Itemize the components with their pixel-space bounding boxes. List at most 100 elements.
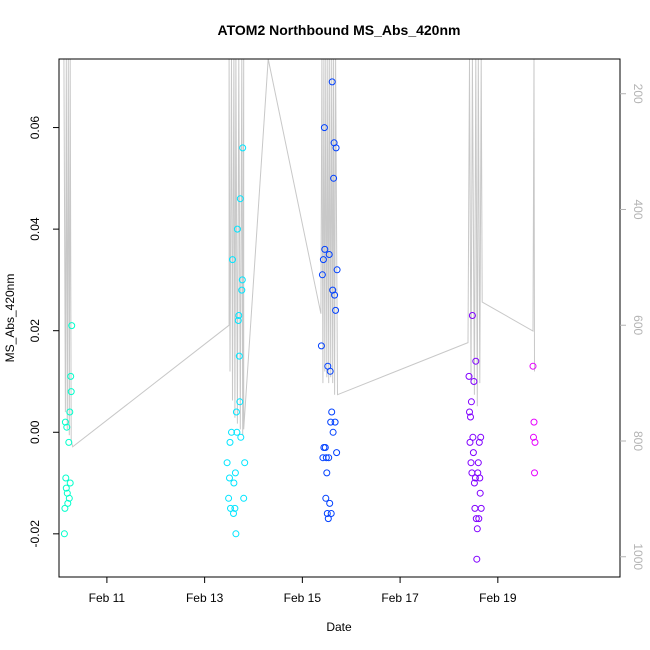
data-point bbox=[332, 306, 340, 314]
data-point bbox=[64, 499, 72, 507]
data-point bbox=[329, 428, 337, 436]
data-point bbox=[327, 510, 335, 517]
depth-tick-label: 400 bbox=[631, 199, 645, 219]
data-point bbox=[223, 459, 231, 467]
data-point bbox=[470, 479, 478, 487]
data-point bbox=[330, 174, 338, 182]
y-axis: -0.02 0.00 0.02 0.04 0.06 bbox=[28, 116, 59, 548]
y-tick-label: -0.02 bbox=[28, 520, 42, 548]
x-axis-label: Date bbox=[326, 620, 352, 634]
data-point bbox=[531, 469, 538, 477]
data-point bbox=[473, 555, 481, 563]
data-point bbox=[473, 525, 481, 533]
data-point bbox=[231, 504, 239, 512]
data-point bbox=[333, 449, 341, 457]
data-point bbox=[468, 312, 476, 319]
data-point bbox=[324, 515, 332, 523]
data-point bbox=[465, 372, 473, 380]
data-point bbox=[317, 342, 325, 350]
data-point bbox=[469, 433, 477, 441]
data-point bbox=[235, 312, 243, 319]
depth-profile-layer bbox=[62, 58, 535, 448]
data-point bbox=[331, 418, 339, 426]
x-tick-label: Feb 19 bbox=[479, 591, 517, 605]
data-point bbox=[68, 322, 76, 330]
data-point bbox=[238, 286, 246, 294]
depth-tick-label: 200 bbox=[631, 84, 645, 104]
x-axis: Feb 11 Feb 13 Feb 15 Feb 17 Feb 19 bbox=[89, 577, 517, 605]
data-point bbox=[333, 266, 341, 274]
data-point bbox=[466, 438, 474, 446]
data-point bbox=[328, 408, 336, 416]
data-point bbox=[241, 459, 249, 467]
data-point bbox=[67, 372, 75, 380]
data-point bbox=[66, 408, 74, 416]
data-point bbox=[67, 388, 75, 396]
plot-area-frame bbox=[58, 58, 621, 578]
data-point bbox=[321, 245, 329, 253]
data-point bbox=[325, 251, 333, 258]
depth-tick-label: 1000 bbox=[631, 543, 645, 570]
data-point bbox=[470, 378, 478, 385]
data-point bbox=[226, 438, 234, 446]
data-point bbox=[232, 408, 240, 416]
data-point bbox=[318, 271, 326, 279]
data-point bbox=[229, 256, 236, 264]
data-point bbox=[475, 438, 483, 446]
data-point bbox=[466, 408, 473, 416]
data-point bbox=[234, 317, 242, 324]
data-point bbox=[61, 418, 69, 426]
data-point bbox=[61, 504, 69, 512]
data-point bbox=[476, 489, 484, 497]
data-point bbox=[226, 474, 233, 482]
data-point bbox=[66, 479, 74, 487]
data-point bbox=[469, 449, 477, 457]
data-point bbox=[321, 444, 329, 451]
data-point bbox=[477, 504, 485, 512]
depth-tick-label: 600 bbox=[631, 315, 645, 335]
data-point bbox=[65, 494, 73, 502]
data-point bbox=[231, 469, 239, 477]
depth-profile-line bbox=[62, 58, 535, 448]
data-points-layer bbox=[60, 78, 539, 563]
y-tick-label: 0.02 bbox=[28, 319, 42, 343]
y-tick-label: 0.04 bbox=[28, 217, 42, 241]
data-point bbox=[326, 367, 334, 375]
data-point bbox=[230, 479, 238, 487]
data-point bbox=[467, 413, 474, 421]
data-point bbox=[60, 530, 68, 538]
data-point bbox=[227, 504, 234, 512]
chart-title: ATOM2 Northbound MS_Abs_420nm bbox=[218, 22, 461, 38]
data-point bbox=[328, 78, 336, 86]
data-point bbox=[475, 515, 483, 523]
data-point bbox=[477, 433, 485, 441]
x-tick-label: Feb 15 bbox=[284, 591, 322, 605]
data-point bbox=[325, 454, 333, 462]
data-point bbox=[65, 438, 73, 446]
data-point bbox=[62, 474, 70, 482]
data-point bbox=[319, 256, 327, 264]
data-point bbox=[476, 474, 484, 482]
data-point bbox=[322, 494, 330, 502]
data-point bbox=[327, 418, 335, 426]
x-tick-label: Feb 13 bbox=[186, 591, 224, 605]
data-point bbox=[326, 499, 334, 507]
data-point bbox=[472, 515, 480, 523]
depth-tick-label: 800 bbox=[631, 431, 645, 451]
x-tick-label: Feb 11 bbox=[89, 591, 126, 605]
data-point bbox=[530, 433, 537, 441]
data-point bbox=[331, 291, 339, 299]
data-point bbox=[529, 362, 537, 370]
data-point bbox=[320, 124, 328, 132]
data-point bbox=[230, 510, 237, 517]
y-tick-label: 0.00 bbox=[28, 420, 42, 444]
data-point bbox=[323, 469, 331, 477]
data-point bbox=[530, 418, 538, 426]
data-point bbox=[225, 494, 233, 502]
data-point bbox=[63, 423, 71, 431]
data-point bbox=[472, 357, 480, 365]
data-point bbox=[471, 504, 479, 512]
data-point bbox=[467, 398, 475, 406]
data-point bbox=[240, 494, 248, 502]
